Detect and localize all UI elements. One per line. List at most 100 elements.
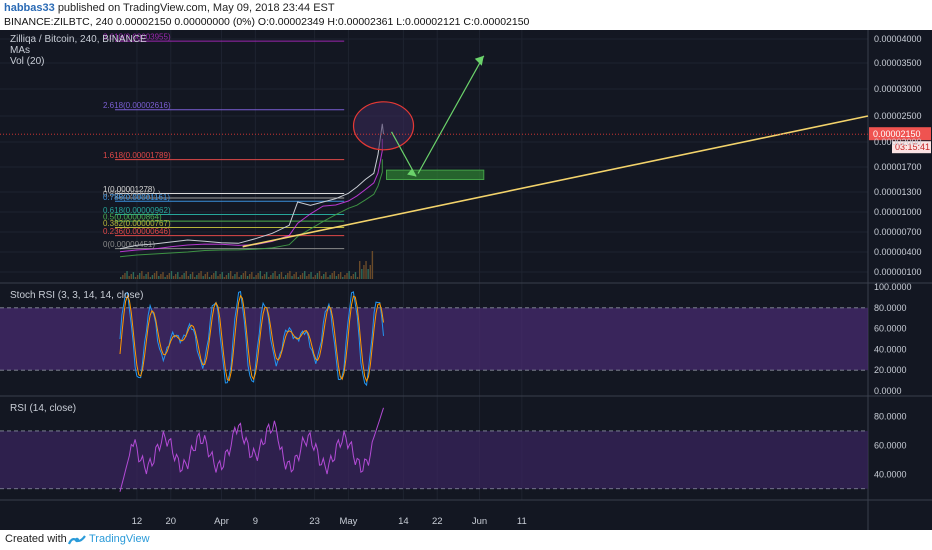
volume-bar bbox=[242, 273, 245, 279]
volume-bar bbox=[323, 274, 325, 279]
countdown-label: 03:15:41 bbox=[895, 142, 930, 152]
rsi-y-tick-label: 60.0000 bbox=[874, 440, 907, 450]
rsi-title: RSI (14, close) bbox=[10, 403, 77, 414]
created-with-text: Created with bbox=[5, 533, 67, 545]
volume-bar bbox=[166, 275, 168, 279]
volume-bar bbox=[270, 275, 272, 279]
volume-bar bbox=[177, 272, 179, 279]
volume-bar bbox=[282, 277, 285, 279]
volume-bar bbox=[124, 273, 126, 279]
volume-bar bbox=[354, 272, 357, 279]
publish-header: habbas33 published on TradingView.com, M… bbox=[0, 0, 932, 30]
fib-level-label: 1(0.00001278) bbox=[103, 185, 155, 194]
volume-bar bbox=[255, 275, 257, 279]
volume-bar bbox=[194, 277, 196, 279]
y-tick-label: 0.00004000 bbox=[874, 34, 922, 44]
volume-bar bbox=[151, 275, 154, 279]
volume-bar bbox=[310, 272, 312, 279]
volume-bar bbox=[363, 265, 365, 279]
volume-bar bbox=[320, 276, 323, 279]
legend-vol[interactable]: Vol (20) bbox=[10, 56, 45, 67]
volume-bar bbox=[215, 271, 217, 279]
chart-area[interactable]: 3.618(0.00003955) 2.618(0.00002616) 1.618(… bbox=[0, 30, 932, 530]
volume-bar bbox=[274, 271, 276, 279]
volume-bar bbox=[333, 271, 336, 279]
moving-average-line bbox=[119, 138, 383, 253]
volume-bar bbox=[162, 272, 164, 279]
volume-bar bbox=[304, 271, 306, 279]
rsi-y-tick-label: 80.0000 bbox=[874, 411, 907, 421]
volume-bar bbox=[174, 274, 177, 279]
price-series-line bbox=[119, 123, 384, 250]
volume-bar bbox=[217, 276, 219, 279]
y-tick-label: 0.00001000 bbox=[874, 207, 922, 217]
y-tick-label: 0.00002500 bbox=[874, 111, 922, 121]
volume-bar bbox=[284, 275, 287, 279]
volume-bar bbox=[236, 272, 238, 279]
fib-level-label: 1.618(0.00001789) bbox=[103, 151, 171, 160]
y-tick-label: 0.00000100 bbox=[874, 267, 922, 277]
volume-bar bbox=[295, 272, 297, 279]
volume-bar bbox=[278, 274, 281, 279]
volume-bar bbox=[179, 277, 181, 279]
fib-level-label: 0.382(0.00000767) bbox=[103, 219, 171, 228]
volume-bar bbox=[164, 277, 166, 279]
volume-bar bbox=[221, 272, 223, 279]
volume-bar bbox=[272, 273, 274, 279]
volume-bar bbox=[145, 274, 147, 279]
volume-bar bbox=[170, 271, 173, 279]
fib-level-label: 0.236(0.00000646) bbox=[103, 227, 171, 236]
last-price-label: 0.00002150 bbox=[873, 129, 921, 139]
tradingview-brand-link[interactable]: TradingView bbox=[89, 533, 150, 545]
volume-bar bbox=[196, 275, 198, 279]
volume-bar bbox=[185, 271, 187, 279]
volume-bar bbox=[371, 251, 374, 279]
volume-bar bbox=[158, 276, 160, 279]
publish-info: published on TradingView.com, May 09, 20… bbox=[57, 2, 335, 14]
volume-bar bbox=[297, 277, 300, 279]
stoch-y-tick-label: 0.0000 bbox=[874, 386, 902, 396]
volume-bar bbox=[141, 271, 143, 279]
moving-average-line bbox=[119, 159, 383, 258]
volume-bar bbox=[153, 273, 156, 279]
x-tick-label: 12 bbox=[132, 516, 143, 527]
author-link[interactable]: habbas33 bbox=[4, 2, 55, 14]
stoch-y-tick-label: 100.0000 bbox=[874, 282, 912, 292]
y-tick-label: 0.00001700 bbox=[874, 162, 922, 172]
countdown-badge bbox=[892, 141, 931, 154]
volume-bar bbox=[187, 276, 190, 279]
x-tick-label: Apr bbox=[214, 516, 229, 527]
volume-bar bbox=[261, 276, 264, 279]
stoch-k-line bbox=[119, 290, 384, 387]
legend-mas[interactable]: MAs bbox=[10, 45, 30, 56]
tradingview-logo-icon bbox=[68, 535, 86, 545]
volume-bar bbox=[352, 274, 355, 279]
footer: Created with TradingView bbox=[0, 530, 932, 550]
volume-bar bbox=[318, 271, 321, 279]
volume-bar bbox=[234, 274, 236, 279]
volume-bar bbox=[181, 275, 183, 279]
volume-bar bbox=[132, 272, 135, 279]
fib-level-label: 0.618(0.00000962) bbox=[103, 206, 171, 215]
y-tick-label: 0.00000400 bbox=[874, 247, 922, 257]
volume-bar bbox=[325, 272, 327, 279]
fib-level-label: 2.618(0.00002616) bbox=[103, 101, 171, 110]
x-tick-label: Jun bbox=[472, 516, 487, 527]
volume-bar bbox=[301, 273, 304, 279]
support-zone bbox=[385, 169, 485, 180]
stoch-y-tick-label: 40.0000 bbox=[874, 344, 907, 354]
volume-bar bbox=[246, 276, 249, 279]
volume-bar bbox=[306, 276, 308, 279]
stoch-y-tick-label: 20.0000 bbox=[874, 365, 907, 375]
volume-bar bbox=[238, 277, 240, 279]
volume-bar bbox=[289, 271, 291, 279]
y-tick-label: 0.00000700 bbox=[874, 227, 922, 237]
x-tick-label: May bbox=[339, 516, 357, 527]
volume-bar bbox=[200, 271, 202, 279]
stoch-y-tick-label: 60.0000 bbox=[874, 324, 907, 334]
volume-bar bbox=[316, 273, 319, 279]
y-tick-label: 0.00001300 bbox=[874, 187, 922, 197]
chart-svg[interactable]: 3.618(0.00003955) 2.618(0.00002616) 1.618(… bbox=[0, 30, 932, 530]
volume-bar bbox=[350, 276, 352, 279]
volume-bar bbox=[204, 274, 206, 279]
